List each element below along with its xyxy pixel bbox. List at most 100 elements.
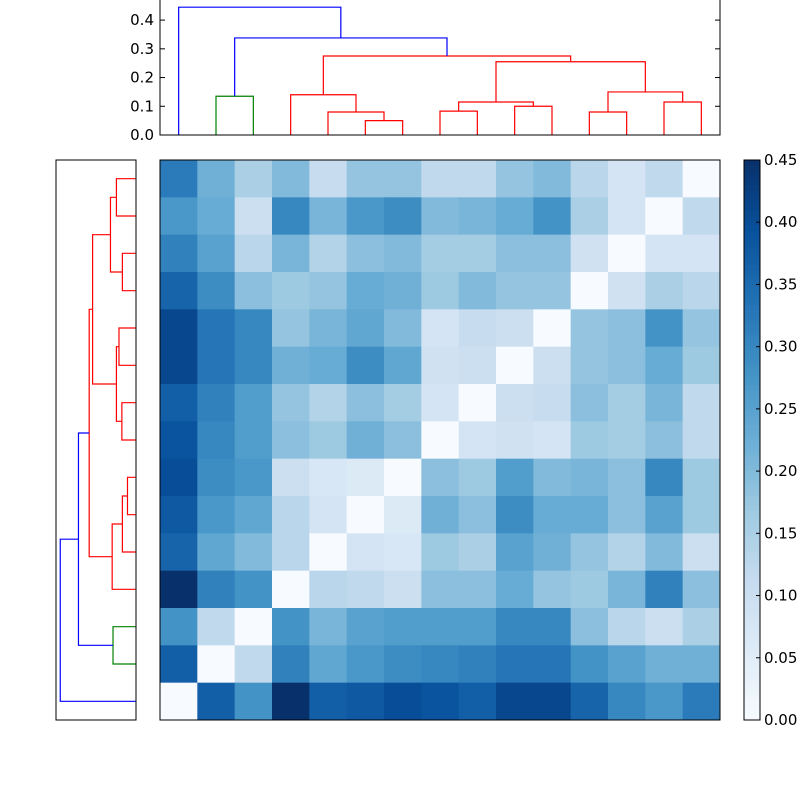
heatmap-cell [533, 496, 572, 534]
heatmap-cell [608, 421, 646, 460]
colorbar-segment [744, 510, 760, 516]
colorbar-segment [744, 600, 760, 606]
heatmap-cell [234, 570, 273, 609]
colorbar-segment [744, 360, 760, 366]
heatmap-cell [496, 309, 534, 348]
y-tick-label: 0.0 [130, 126, 154, 144]
colorbar-segment [744, 500, 760, 506]
heatmap-cell [682, 645, 721, 684]
heatmap-cell [682, 384, 721, 422]
colorbar-segment [744, 450, 760, 456]
colorbar-segment [744, 545, 760, 551]
heatmap-cell [384, 570, 422, 609]
heatmap-cell [496, 160, 534, 198]
colorbar-segment [744, 235, 760, 241]
heatmap-cell [197, 645, 236, 684]
heatmap-cell [160, 458, 198, 497]
colorbar-segment [744, 425, 760, 431]
heatmap-cell [160, 197, 198, 236]
colorbar-segment [744, 705, 760, 711]
heatmap-cell [309, 421, 348, 460]
dendrogram-link [364, 120, 404, 135]
heatmap-cell [458, 309, 497, 348]
heatmap-cell [421, 533, 460, 572]
left-dendrogram-frame [55, 159, 137, 721]
heatmap-cell [309, 160, 348, 198]
colorbar-segment [744, 595, 760, 601]
dendrogram-link [126, 476, 136, 516]
heatmap-cell [234, 160, 273, 198]
heatmap-cell [682, 309, 721, 348]
heatmap-cell [608, 197, 646, 236]
colorbar-segment [744, 250, 760, 256]
colorbar-segment [744, 355, 760, 361]
heatmap-cell [458, 346, 497, 385]
colorbar-segment [744, 550, 760, 556]
colorbar-segment [744, 305, 760, 311]
colorbar-segment [744, 185, 760, 191]
dendrogram-link [91, 234, 117, 385]
heatmap-cell [309, 533, 348, 572]
colorbar-segment [744, 225, 760, 231]
colorbar-segment [744, 640, 760, 646]
colorbar-segment [744, 405, 760, 411]
heatmap-cell [682, 160, 721, 198]
colorbar-segment [744, 295, 760, 301]
colorbar-segment [744, 400, 760, 406]
heatmap-cell [645, 272, 684, 310]
heatmap-cell [346, 384, 385, 422]
colorbar-segment [744, 285, 760, 291]
heatmap-cell [197, 384, 236, 422]
heatmap-cell [458, 197, 497, 236]
colorbar-segment [744, 670, 760, 676]
heatmap-cell [533, 608, 572, 646]
dendrogram-link [439, 110, 478, 135]
heatmap-cell [197, 570, 236, 609]
heatmap-cell [608, 346, 646, 385]
heatmap-cell [197, 682, 236, 721]
heatmap-cell [234, 533, 273, 572]
colorbar-segment [744, 335, 760, 341]
heatmap-cell [570, 197, 609, 236]
colorbar-segment [744, 440, 760, 446]
heatmap [159, 159, 721, 721]
dendrogram-link [234, 37, 448, 97]
heatmap-cell [272, 346, 310, 385]
heatmap-cell [309, 197, 348, 236]
heatmap-cell [645, 570, 684, 609]
colorbar-segment [744, 370, 760, 376]
heatmap-cell [645, 608, 684, 646]
heatmap-cell [458, 645, 497, 684]
colorbar-segment [744, 165, 760, 171]
colorbar-tick-label: 0.00 [764, 711, 797, 729]
colorbar-segment [744, 420, 760, 426]
heatmap-cell [533, 234, 572, 273]
colorbar-segment [744, 480, 760, 486]
heatmap-cell [570, 234, 609, 273]
heatmap-cell [384, 458, 422, 497]
heatmap-cell [234, 608, 273, 646]
heatmap-cell [458, 608, 497, 646]
heatmap-cell [197, 160, 236, 198]
colorbar-segment [744, 565, 760, 571]
heatmap-cell [272, 160, 310, 198]
heatmap-cell [496, 234, 534, 273]
heatmap-cell [197, 421, 236, 460]
heatmap-cell [384, 234, 422, 273]
dendrogram-link [112, 626, 136, 665]
colorbar-segment [744, 415, 760, 421]
colorbar-segment [744, 685, 760, 691]
heatmap-cell [384, 160, 422, 198]
heatmap-cell [234, 346, 273, 385]
heatmap-cell [645, 682, 684, 721]
heatmap-cell [533, 458, 572, 497]
colorbar-segment [744, 540, 760, 546]
colorbar-segment [744, 715, 760, 721]
colorbar-segment [744, 700, 760, 706]
heatmap-cell [309, 272, 348, 310]
heatmap-cell [496, 421, 534, 460]
y-tick-label: 0.1 [130, 97, 154, 115]
colorbar-segment [744, 470, 760, 476]
heatmap-cell [346, 197, 385, 236]
